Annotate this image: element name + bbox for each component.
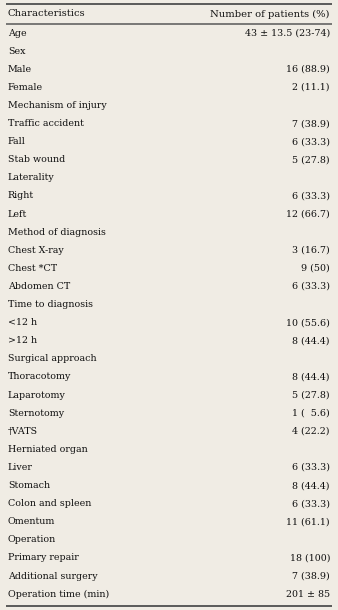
Text: 16 (88.9): 16 (88.9) — [286, 65, 330, 74]
Text: Sex: Sex — [8, 46, 25, 56]
Text: 2 (11.1): 2 (11.1) — [292, 83, 330, 92]
Text: Right: Right — [8, 192, 34, 201]
Text: 8 (44.4): 8 (44.4) — [292, 373, 330, 381]
Text: Liver: Liver — [8, 463, 33, 472]
Text: 11 (61.1): 11 (61.1) — [286, 517, 330, 526]
Text: 4 (22.2): 4 (22.2) — [292, 427, 330, 436]
Text: Chest X-ray: Chest X-ray — [8, 246, 64, 255]
Text: Abdomen CT: Abdomen CT — [8, 282, 70, 291]
Text: Sternotomy: Sternotomy — [8, 409, 64, 418]
Text: 201 ± 85: 201 ± 85 — [286, 590, 330, 598]
Text: Stomach: Stomach — [8, 481, 50, 490]
Text: 1 (  5.6): 1 ( 5.6) — [292, 409, 330, 418]
Text: Laparotomy: Laparotomy — [8, 390, 66, 400]
Text: <12 h: <12 h — [8, 318, 37, 327]
Text: Left: Left — [8, 210, 27, 218]
Text: Herniated organ: Herniated organ — [8, 445, 88, 454]
Text: Thoracotomy: Thoracotomy — [8, 373, 71, 381]
Text: Surgical approach: Surgical approach — [8, 354, 97, 364]
Text: 6 (33.3): 6 (33.3) — [292, 192, 330, 201]
Text: 8 (44.4): 8 (44.4) — [292, 336, 330, 345]
Text: 8 (44.4): 8 (44.4) — [292, 481, 330, 490]
Text: 7 (38.9): 7 (38.9) — [292, 119, 330, 128]
Text: 7 (38.9): 7 (38.9) — [292, 572, 330, 581]
Text: >12 h: >12 h — [8, 336, 37, 345]
Text: 6 (33.3): 6 (33.3) — [292, 137, 330, 146]
Text: Method of diagnosis: Method of diagnosis — [8, 228, 106, 237]
Text: Stab wound: Stab wound — [8, 156, 65, 164]
Text: Fall: Fall — [8, 137, 26, 146]
Text: 6 (33.3): 6 (33.3) — [292, 463, 330, 472]
Text: Chest *CT: Chest *CT — [8, 264, 57, 273]
Text: Colon and spleen: Colon and spleen — [8, 499, 91, 508]
Text: Omentum: Omentum — [8, 517, 55, 526]
Text: Additional surgery: Additional surgery — [8, 572, 98, 581]
Text: Traffic accident: Traffic accident — [8, 119, 84, 128]
Text: Time to diagnosis: Time to diagnosis — [8, 300, 93, 309]
Text: Female: Female — [8, 83, 43, 92]
Text: 10 (55.6): 10 (55.6) — [286, 318, 330, 327]
Text: Number of patients (%): Number of patients (%) — [211, 9, 330, 18]
Text: 6 (33.3): 6 (33.3) — [292, 499, 330, 508]
Text: Operation time (min): Operation time (min) — [8, 590, 109, 598]
Text: Characteristics: Characteristics — [8, 10, 86, 18]
Text: 5 (27.8): 5 (27.8) — [292, 390, 330, 400]
Text: †VATS: †VATS — [8, 427, 38, 436]
Text: 12 (66.7): 12 (66.7) — [286, 210, 330, 218]
Text: Primary repair: Primary repair — [8, 553, 79, 562]
Text: 5 (27.8): 5 (27.8) — [292, 156, 330, 164]
Text: Laterality: Laterality — [8, 173, 55, 182]
Text: 43 ± 13.5 (23-74): 43 ± 13.5 (23-74) — [245, 29, 330, 38]
Text: 9 (50): 9 (50) — [301, 264, 330, 273]
Text: Male: Male — [8, 65, 32, 74]
Text: Age: Age — [8, 29, 27, 38]
Text: 3 (16.7): 3 (16.7) — [292, 246, 330, 255]
Text: Operation: Operation — [8, 536, 56, 544]
Text: 18 (100): 18 (100) — [290, 553, 330, 562]
Text: Mechanism of injury: Mechanism of injury — [8, 101, 107, 110]
Text: 6 (33.3): 6 (33.3) — [292, 282, 330, 291]
